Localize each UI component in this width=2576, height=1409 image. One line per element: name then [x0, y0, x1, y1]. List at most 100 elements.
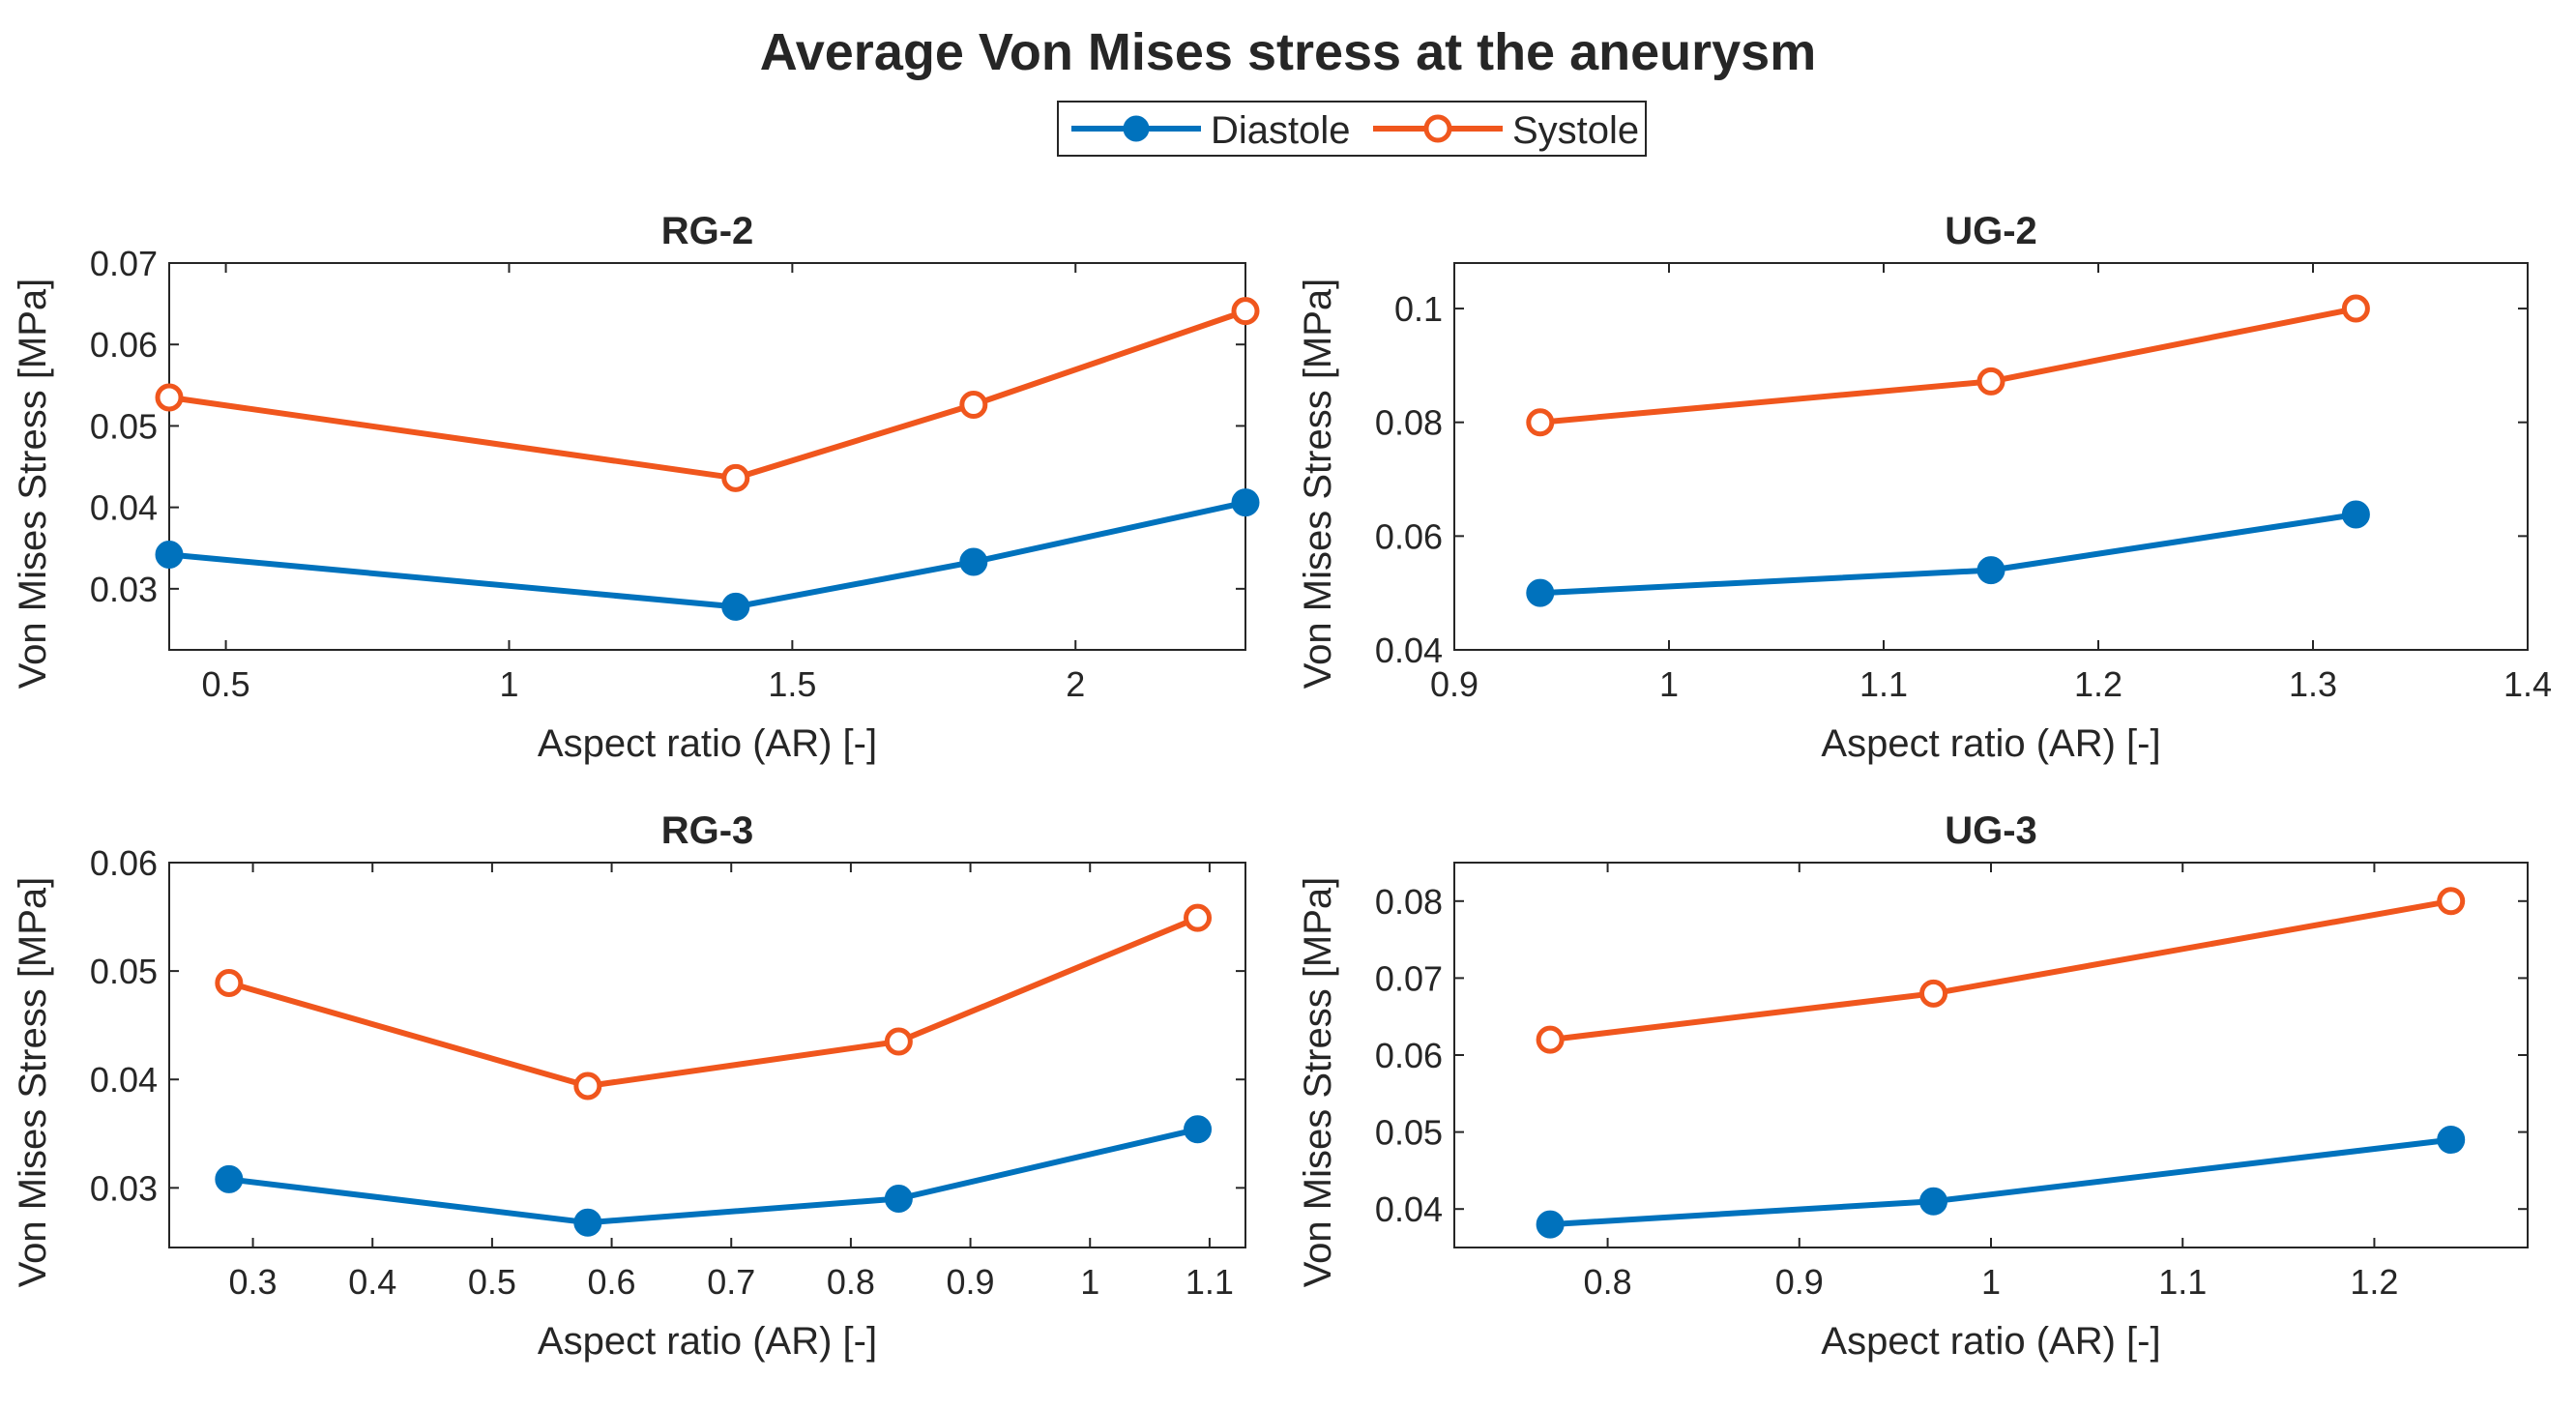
data-point-diastole-ug-2-2 — [2341, 500, 2370, 529]
y-axis-label-ug-2: Von Mises Stress [MPa] — [1297, 279, 1339, 690]
data-point-systole-rg-2-0 — [155, 383, 184, 412]
subplot-title-rg-2: RG-2 — [661, 210, 754, 252]
subplot-title-ug-2: UG-2 — [1945, 210, 2037, 252]
y-tick-label-ug-3-4: 0.08 — [1375, 882, 1443, 922]
legend-marker-systole — [1423, 114, 1452, 143]
data-point-diastole-rg-3-0 — [215, 1164, 244, 1193]
legend-label-systole: Systole — [1512, 109, 1639, 152]
data-point-diastole-ug-3-1 — [1919, 1187, 1948, 1216]
y-axis-label-rg-2: Von Mises Stress [MPa] — [12, 279, 54, 690]
subplot-title-rg-3: RG-3 — [661, 809, 754, 852]
data-point-systole-ug-2-0 — [1526, 408, 1555, 437]
x-tick-label-rg-2-3: 2 — [1066, 664, 1085, 704]
data-point-systole-ug-3-0 — [1536, 1025, 1565, 1054]
series-line-diastole-rg-2 — [168, 499, 1246, 610]
y-tick-label-ug-2-0: 0.04 — [1375, 631, 1443, 670]
x-tick-label-rg-3-0: 0.3 — [229, 1262, 278, 1302]
x-tick-label-ug-2-3: 1.2 — [2074, 664, 2122, 704]
subplot-rg-2: RG-2 0.5 1 1.5 2 0.03 0.04 0.05 0.06 0.07 Aspect r… — [12, 210, 1260, 765]
x-tick-label-ug-2-4: 1.3 — [2289, 664, 2337, 704]
data-point-diastole-ug-3-0 — [1536, 1210, 1565, 1239]
y-tick-label-rg-3-1: 0.04 — [90, 1060, 158, 1100]
y-tick-label-rg-2-1: 0.04 — [90, 488, 158, 528]
data-point-systole-rg-2-3 — [1231, 297, 1260, 326]
data-point-diastole-ug-3-2 — [2437, 1126, 2466, 1155]
x-tick-label-rg-3-7: 1 — [1080, 1262, 1099, 1302]
y-tick-label-ug-3-2: 0.06 — [1375, 1036, 1443, 1075]
x-tick-label-ug-2-2: 1.1 — [1859, 664, 1908, 704]
data-point-systole-rg-3-2 — [884, 1027, 913, 1056]
data-point-diastole-ug-2-1 — [1976, 556, 2005, 585]
data-point-systole-rg-3-3 — [1184, 903, 1213, 932]
x-tick-label-rg-3-5: 0.8 — [827, 1262, 875, 1302]
x-tick-label-rg-3-4: 0.7 — [707, 1262, 755, 1302]
y-tick-label-rg-2-0: 0.03 — [90, 570, 158, 609]
x-tick-label-ug-3-0: 0.8 — [1584, 1262, 1632, 1302]
x-tick-label-rg-2-1: 1 — [499, 664, 518, 704]
y-tick-label-rg-3-2: 0.05 — [90, 952, 158, 991]
series-line-diastole-rg-3 — [228, 1126, 1199, 1226]
data-point-diastole-rg-2-2 — [959, 547, 988, 576]
x-tick-label-rg-3-6: 0.9 — [947, 1262, 995, 1302]
y-tick-label-rg-2-4: 0.07 — [90, 244, 158, 283]
x-tick-label-ug-3-4: 1.2 — [2350, 1262, 2398, 1302]
y-tick-label-ug-2-2: 0.08 — [1375, 403, 1443, 443]
x-tick-label-ug-3-3: 1.1 — [2158, 1262, 2207, 1302]
x-tick-label-rg-3-2: 0.5 — [468, 1262, 516, 1302]
data-point-diastole-rg-3-1 — [573, 1208, 602, 1237]
series-line-systole-rg-3 — [227, 915, 1199, 1089]
x-tick-label-ug-2-1: 1 — [1659, 664, 1679, 704]
data-point-systole-rg-2-1 — [721, 463, 750, 492]
legend: Diastole Systole — [1057, 101, 1647, 157]
y-axis-label-rg-3: Von Mises Stress [MPa] — [12, 877, 54, 1288]
series-line-systole-rg-2 — [168, 308, 1246, 482]
data-point-systole-rg-3-0 — [215, 968, 244, 997]
y-tick-label-ug-2-1: 0.06 — [1375, 516, 1443, 556]
data-point-diastole-rg-3-3 — [1184, 1115, 1213, 1144]
subplot-title-ug-3: UG-3 — [1945, 809, 2037, 852]
data-point-diastole-rg-2-1 — [721, 592, 750, 621]
legend-label-diastole: Diastole — [1211, 109, 1351, 152]
x-tick-label-rg-3-1: 0.4 — [348, 1262, 396, 1302]
data-point-diastole-rg-2-3 — [1231, 488, 1260, 517]
data-point-systole-ug-3-1 — [1919, 979, 1948, 1008]
axes-box-rg-2 — [168, 262, 1246, 651]
y-tick-label-rg-3-0: 0.03 — [90, 1168, 158, 1208]
y-tick-label-rg-2-3: 0.06 — [90, 325, 158, 365]
subplot-rg-3: RG-3 0.3 0.4 0.5 0.6 0.7 0.8 0.9 1 1.1 0.03 0.04 0.0… — [12, 809, 1246, 1363]
figure-title: Average Von Mises stress at the aneurysm — [760, 23, 1816, 81]
x-axis-label-ug-2: Aspect ratio (AR) [-] — [1821, 722, 2160, 765]
x-tick-label-rg-3-8: 1.1 — [1186, 1262, 1234, 1302]
data-point-diastole-rg-2-0 — [155, 540, 184, 569]
x-tick-label-ug-2-5: 1.4 — [2503, 664, 2552, 704]
y-axis-label-ug-3: Von Mises Stress [MPa] — [1297, 877, 1339, 1288]
data-point-systole-rg-3-1 — [573, 1071, 602, 1101]
x-axis-label-rg-3: Aspect ratio (AR) [-] — [538, 1320, 877, 1363]
y-tick-label-ug-3-0: 0.04 — [1375, 1189, 1443, 1229]
legend-marker-diastole — [1123, 115, 1150, 142]
y-tick-label-rg-2-2: 0.05 — [90, 406, 158, 446]
x-tick-label-ug-2-0: 0.9 — [1430, 664, 1478, 704]
x-tick-label-ug-3-1: 0.9 — [1775, 1262, 1824, 1302]
y-tick-label-ug-3-1: 0.05 — [1375, 1113, 1443, 1153]
x-axis-label-rg-2: Aspect ratio (AR) [-] — [538, 722, 877, 765]
y-tick-label-ug-3-3: 0.07 — [1375, 958, 1443, 998]
x-tick-label-ug-3-2: 1 — [1981, 1262, 2001, 1302]
axes-box-ug-3 — [1453, 862, 2529, 1248]
data-point-systole-ug-2-2 — [2341, 294, 2370, 323]
data-point-systole-ug-2-1 — [1976, 367, 2005, 396]
x-tick-label-rg-2-0: 0.5 — [202, 664, 250, 704]
data-point-systole-rg-2-2 — [959, 391, 988, 420]
data-point-diastole-ug-2-0 — [1526, 578, 1555, 607]
data-point-systole-ug-3-2 — [2437, 887, 2466, 916]
x-tick-label-rg-2-2: 1.5 — [768, 664, 816, 704]
y-tick-label-ug-2-3: 0.1 — [1394, 289, 1443, 329]
x-tick-label-rg-3-3: 0.6 — [588, 1262, 636, 1302]
subplot-ug-3: UG-3 0.8 0.9 1 1.1 1.2 0.04 0.05 0.06 0.07 0.08 Asp… — [1297, 809, 2529, 1363]
subplot-ug-2: UG-2 0.9 1 1.1 1.2 1.3 1.4 0.04 0.06 0.08 0.1 Aspec… — [1297, 210, 2552, 765]
y-tick-label-rg-3-3: 0.06 — [90, 843, 158, 883]
data-point-diastole-rg-3-2 — [884, 1185, 913, 1214]
x-axis-label-ug-3: Aspect ratio (AR) [-] — [1821, 1320, 2160, 1363]
